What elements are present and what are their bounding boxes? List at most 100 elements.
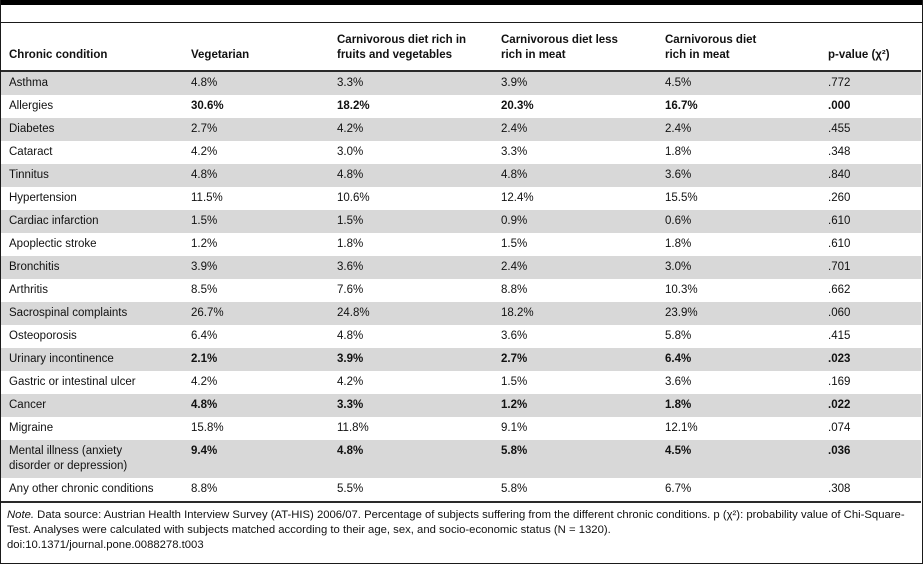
table-row: Cardiac infarction 1.5% 1.5% 0.9% 0.6% .610 <box>1 210 921 233</box>
table-row: Cancer 4.8% 3.3% 1.2% 1.8% .022 <box>1 394 921 417</box>
table-row: Any other chronic conditions 8.8% 5.5% 5.8%… <box>1 478 921 503</box>
value-cell: 1.8% <box>337 238 364 250</box>
value-cell: 4.8% <box>501 169 528 181</box>
col-header-chronic-condition: Chronic condition <box>1 23 191 72</box>
value-cell: 1.2% <box>501 399 528 411</box>
value-cell: 4.2% <box>191 146 218 158</box>
condition-cell: Allergies <box>9 100 54 112</box>
p-value-cell: .060 <box>828 307 851 319</box>
value-cell: 10.6% <box>337 192 370 204</box>
value-cell: 3.6% <box>501 330 528 342</box>
p-value-cell: .610 <box>828 215 851 227</box>
value-cell: 4.8% <box>337 445 364 457</box>
value-cell: 5.8% <box>501 445 528 457</box>
condition-cell: Osteoporosis <box>9 330 77 342</box>
value-cell: 1.2% <box>191 238 218 250</box>
value-cell: 2.7% <box>501 353 528 365</box>
value-cell: 3.9% <box>501 77 528 89</box>
condition-cell: Cancer <box>9 399 47 411</box>
value-cell: 3.0% <box>665 261 692 273</box>
value-cell: 16.7% <box>665 100 698 112</box>
table-row: Gastric or intestinal ulcer 4.2% 4.2% 1.5% 3… <box>1 371 921 394</box>
condition-cell: Apoplectic stroke <box>9 238 97 250</box>
condition-cell: Any other chronic conditions <box>1 478 191 503</box>
p-value-cell: .455 <box>828 123 851 135</box>
condition-cell: Urinary incontinence <box>9 353 114 365</box>
table-row: Tinnitus 4.8% 4.8% 4.8% 3.6% .840 <box>1 164 921 187</box>
table-top-rule <box>1 0 922 5</box>
value-cell: 5.8% <box>665 330 692 342</box>
condition-cell: Tinnitus <box>9 169 49 181</box>
p-value-cell: .074 <box>828 422 851 434</box>
value-cell: 3.6% <box>665 169 692 181</box>
table-row: Sacrospinal complaints 26.7% 24.8% 18.2% 23.… <box>1 302 921 325</box>
value-cell: 11.8% <box>337 422 369 434</box>
condition-cell: Asthma <box>9 77 48 89</box>
p-value-cell: .260 <box>828 192 851 204</box>
value-cell: 1.5% <box>337 215 364 227</box>
value-cell: 12.4% <box>501 192 534 204</box>
chronic-conditions-table: Chronic condition Vegetarian Carnivorous… <box>1 23 921 503</box>
value-cell: 15.8% <box>191 422 224 434</box>
table-row: Migraine 15.8% 11.8% 9.1% 12.1% .074 <box>1 417 921 440</box>
p-value-cell: .036 <box>828 445 851 457</box>
p-value-cell: .415 <box>828 330 851 342</box>
table-row: Mental illness (anxiety disorder or depr… <box>1 440 921 478</box>
value-cell: 3.3% <box>337 77 364 89</box>
value-cell: 10.3% <box>665 284 698 296</box>
value-cell: 8.8% <box>191 478 337 503</box>
value-cell: 1.5% <box>501 238 528 250</box>
condition-cell: Migraine <box>9 422 54 434</box>
value-cell: 4.8% <box>191 399 218 411</box>
table-row: Osteoporosis 6.4% 4.8% 3.6% 5.8% .415 <box>1 325 921 348</box>
value-cell: 3.9% <box>337 353 364 365</box>
value-cell: 3.0% <box>337 146 364 158</box>
value-cell: 4.2% <box>337 123 364 135</box>
p-value-cell: .169 <box>828 376 851 388</box>
value-cell: 8.5% <box>191 284 218 296</box>
value-cell: 23.9% <box>665 307 698 319</box>
col-header-vegetarian: Vegetarian <box>191 23 337 72</box>
value-cell: 0.6% <box>665 215 692 227</box>
value-cell: 9.1% <box>501 422 528 434</box>
p-value-cell: .348 <box>828 146 851 158</box>
condition-cell: Mental illness (anxiety disorder or depr… <box>9 445 128 472</box>
p-value-cell: .308 <box>828 478 921 503</box>
col-header-carnivorous-rich-fruits-veg: Carnivorous diet rich in fruits and vege… <box>337 23 501 72</box>
p-value-cell: .022 <box>828 399 851 411</box>
table-row: Bronchitis 3.9% 3.6% 2.4% 3.0% .701 <box>1 256 921 279</box>
condition-cell: Cataract <box>9 146 53 158</box>
value-cell: 1.8% <box>665 146 692 158</box>
table-header: Chronic condition Vegetarian Carnivorous… <box>1 23 921 72</box>
value-cell: 2.1% <box>191 353 218 365</box>
p-value-cell: .662 <box>828 284 851 296</box>
header-row: Chronic condition Vegetarian Carnivorous… <box>1 23 921 72</box>
p-value-cell: .840 <box>828 169 851 181</box>
condition-cell: Cardiac infarction <box>9 215 99 227</box>
col-header-carnivorous-less-meat: Carnivorous diet less rich in meat <box>501 23 665 72</box>
value-cell: 30.6% <box>191 100 224 112</box>
table-note: Note. Data source: Austrian Health Inter… <box>1 503 922 537</box>
p-value-cell: .701 <box>828 261 851 273</box>
p-value-cell: .023 <box>828 353 851 365</box>
value-cell: 4.8% <box>191 169 218 181</box>
value-cell: 11.5% <box>191 192 223 204</box>
value-cell: 4.8% <box>337 330 364 342</box>
table-row: Arthritis 8.5% 7.6% 8.8% 10.3% .662 <box>1 279 921 302</box>
value-cell: 6.7% <box>665 478 828 503</box>
value-cell: 1.5% <box>191 215 218 227</box>
value-cell: 6.4% <box>665 353 692 365</box>
p-value-cell: .610 <box>828 238 851 250</box>
value-cell: 4.2% <box>191 376 218 388</box>
value-cell: 5.8% <box>501 478 665 503</box>
value-cell: 7.6% <box>337 284 364 296</box>
value-cell: 12.1% <box>665 422 698 434</box>
value-cell: 3.9% <box>191 261 218 273</box>
doi-line: doi:10.1371/journal.pone.0088278.t003 <box>7 539 204 551</box>
table-row: Asthma 4.8% 3.3% 3.9% 4.5% .772 <box>1 71 921 95</box>
value-cell: 2.4% <box>665 123 692 135</box>
value-cell: 3.6% <box>665 376 692 388</box>
condition-cell: Arthritis <box>9 284 48 296</box>
value-cell: 5.5% <box>337 478 501 503</box>
table-row: Allergies 30.6% 18.2% 20.3% 16.7% .000 <box>1 95 921 118</box>
